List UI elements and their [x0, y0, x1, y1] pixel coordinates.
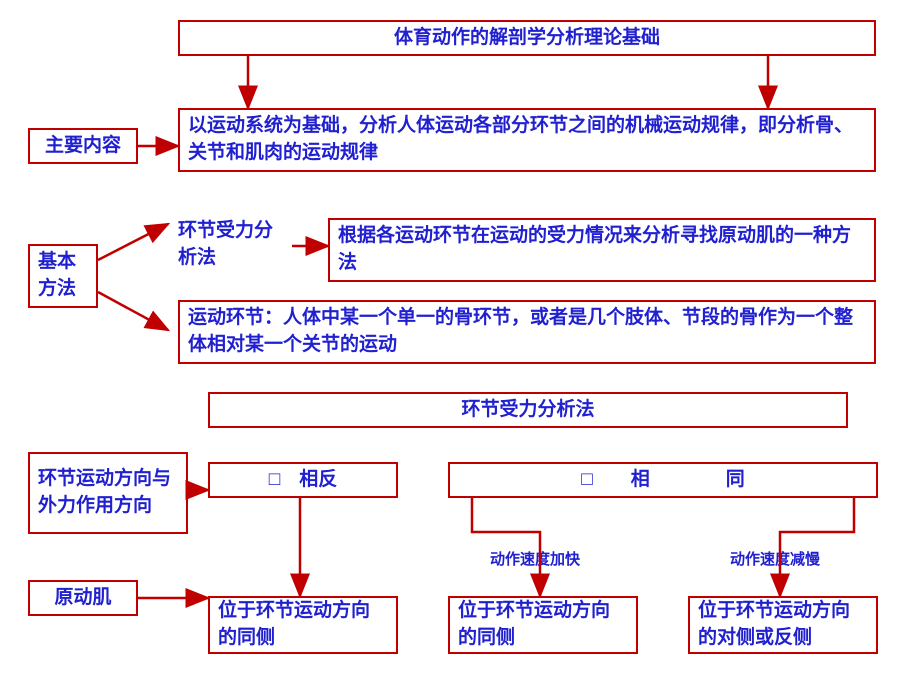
main-content-label-text: 主要内容	[45, 133, 121, 160]
same-box: □ 相 同	[448, 462, 878, 498]
basic-method-label-text: 基本方法	[38, 249, 88, 302]
opposite-text: □ 相反	[218, 467, 388, 494]
result1-text: 位于环节运动方向的同侧	[218, 598, 388, 651]
main-content-text: 以运动系统为基础，分析人体运动各部分环节之间的机械运动规律，即分析骨、关节和肌肉…	[178, 108, 876, 172]
main-content-text-content: 以运动系统为基础，分析人体运动各部分环节之间的机械运动规律，即分析骨、关节和肌肉…	[188, 113, 866, 166]
top-title: 体育动作的解剖学分析理论基础	[178, 20, 876, 56]
branch1-text-content: 根据各运动环节在运动的受力情况来分析寻找原动肌的一种方法	[338, 223, 866, 276]
analysis-title: 环节受力分析法	[208, 392, 848, 428]
result1-box: 位于环节运动方向的同侧	[208, 596, 398, 654]
same-text: □ 相 同	[458, 467, 868, 494]
branch2-text-content: 运动环节：人体中某一个单一的骨环节，或者是几个肢体、节段的骨作为一个整体相对某一…	[188, 305, 866, 358]
annot-slow-text: 动作速度减慢	[730, 551, 820, 568]
analysis-title-text: 环节受力分析法	[218, 397, 838, 424]
branch1-label-text: 环节受力分析法	[178, 220, 273, 268]
result3-box: 位于环节运动方向的对侧或反侧	[688, 596, 878, 654]
result2-text: 位于环节运动方向的同侧	[458, 598, 628, 651]
branch1-label: 环节受力分析法	[178, 218, 288, 271]
basic-method-label: 基本方法	[28, 244, 98, 308]
opposite-box: □ 相反	[208, 462, 398, 498]
annot-slow: 动作速度减慢	[730, 548, 820, 569]
row2-label-text: 原动肌	[54, 585, 111, 612]
result2-box: 位于环节运动方向的同侧	[448, 596, 638, 654]
branch1-text: 根据各运动环节在运动的受力情况来分析寻找原动肌的一种方法	[328, 218, 876, 282]
annot-fast: 动作速度加快	[490, 548, 580, 569]
result3-text: 位于环节运动方向的对侧或反侧	[698, 598, 868, 651]
main-content-label: 主要内容	[28, 128, 138, 164]
row1-label-text: 环节运动方向与外力作用方向	[38, 466, 178, 519]
branch2-text: 运动环节：人体中某一个单一的骨环节，或者是几个肢体、节段的骨作为一个整体相对某一…	[178, 300, 876, 364]
top-title-text: 体育动作的解剖学分析理论基础	[188, 25, 866, 52]
row2-label: 原动肌	[28, 580, 138, 616]
annot-fast-text: 动作速度加快	[490, 551, 580, 568]
row1-label: 环节运动方向与外力作用方向	[28, 452, 188, 534]
